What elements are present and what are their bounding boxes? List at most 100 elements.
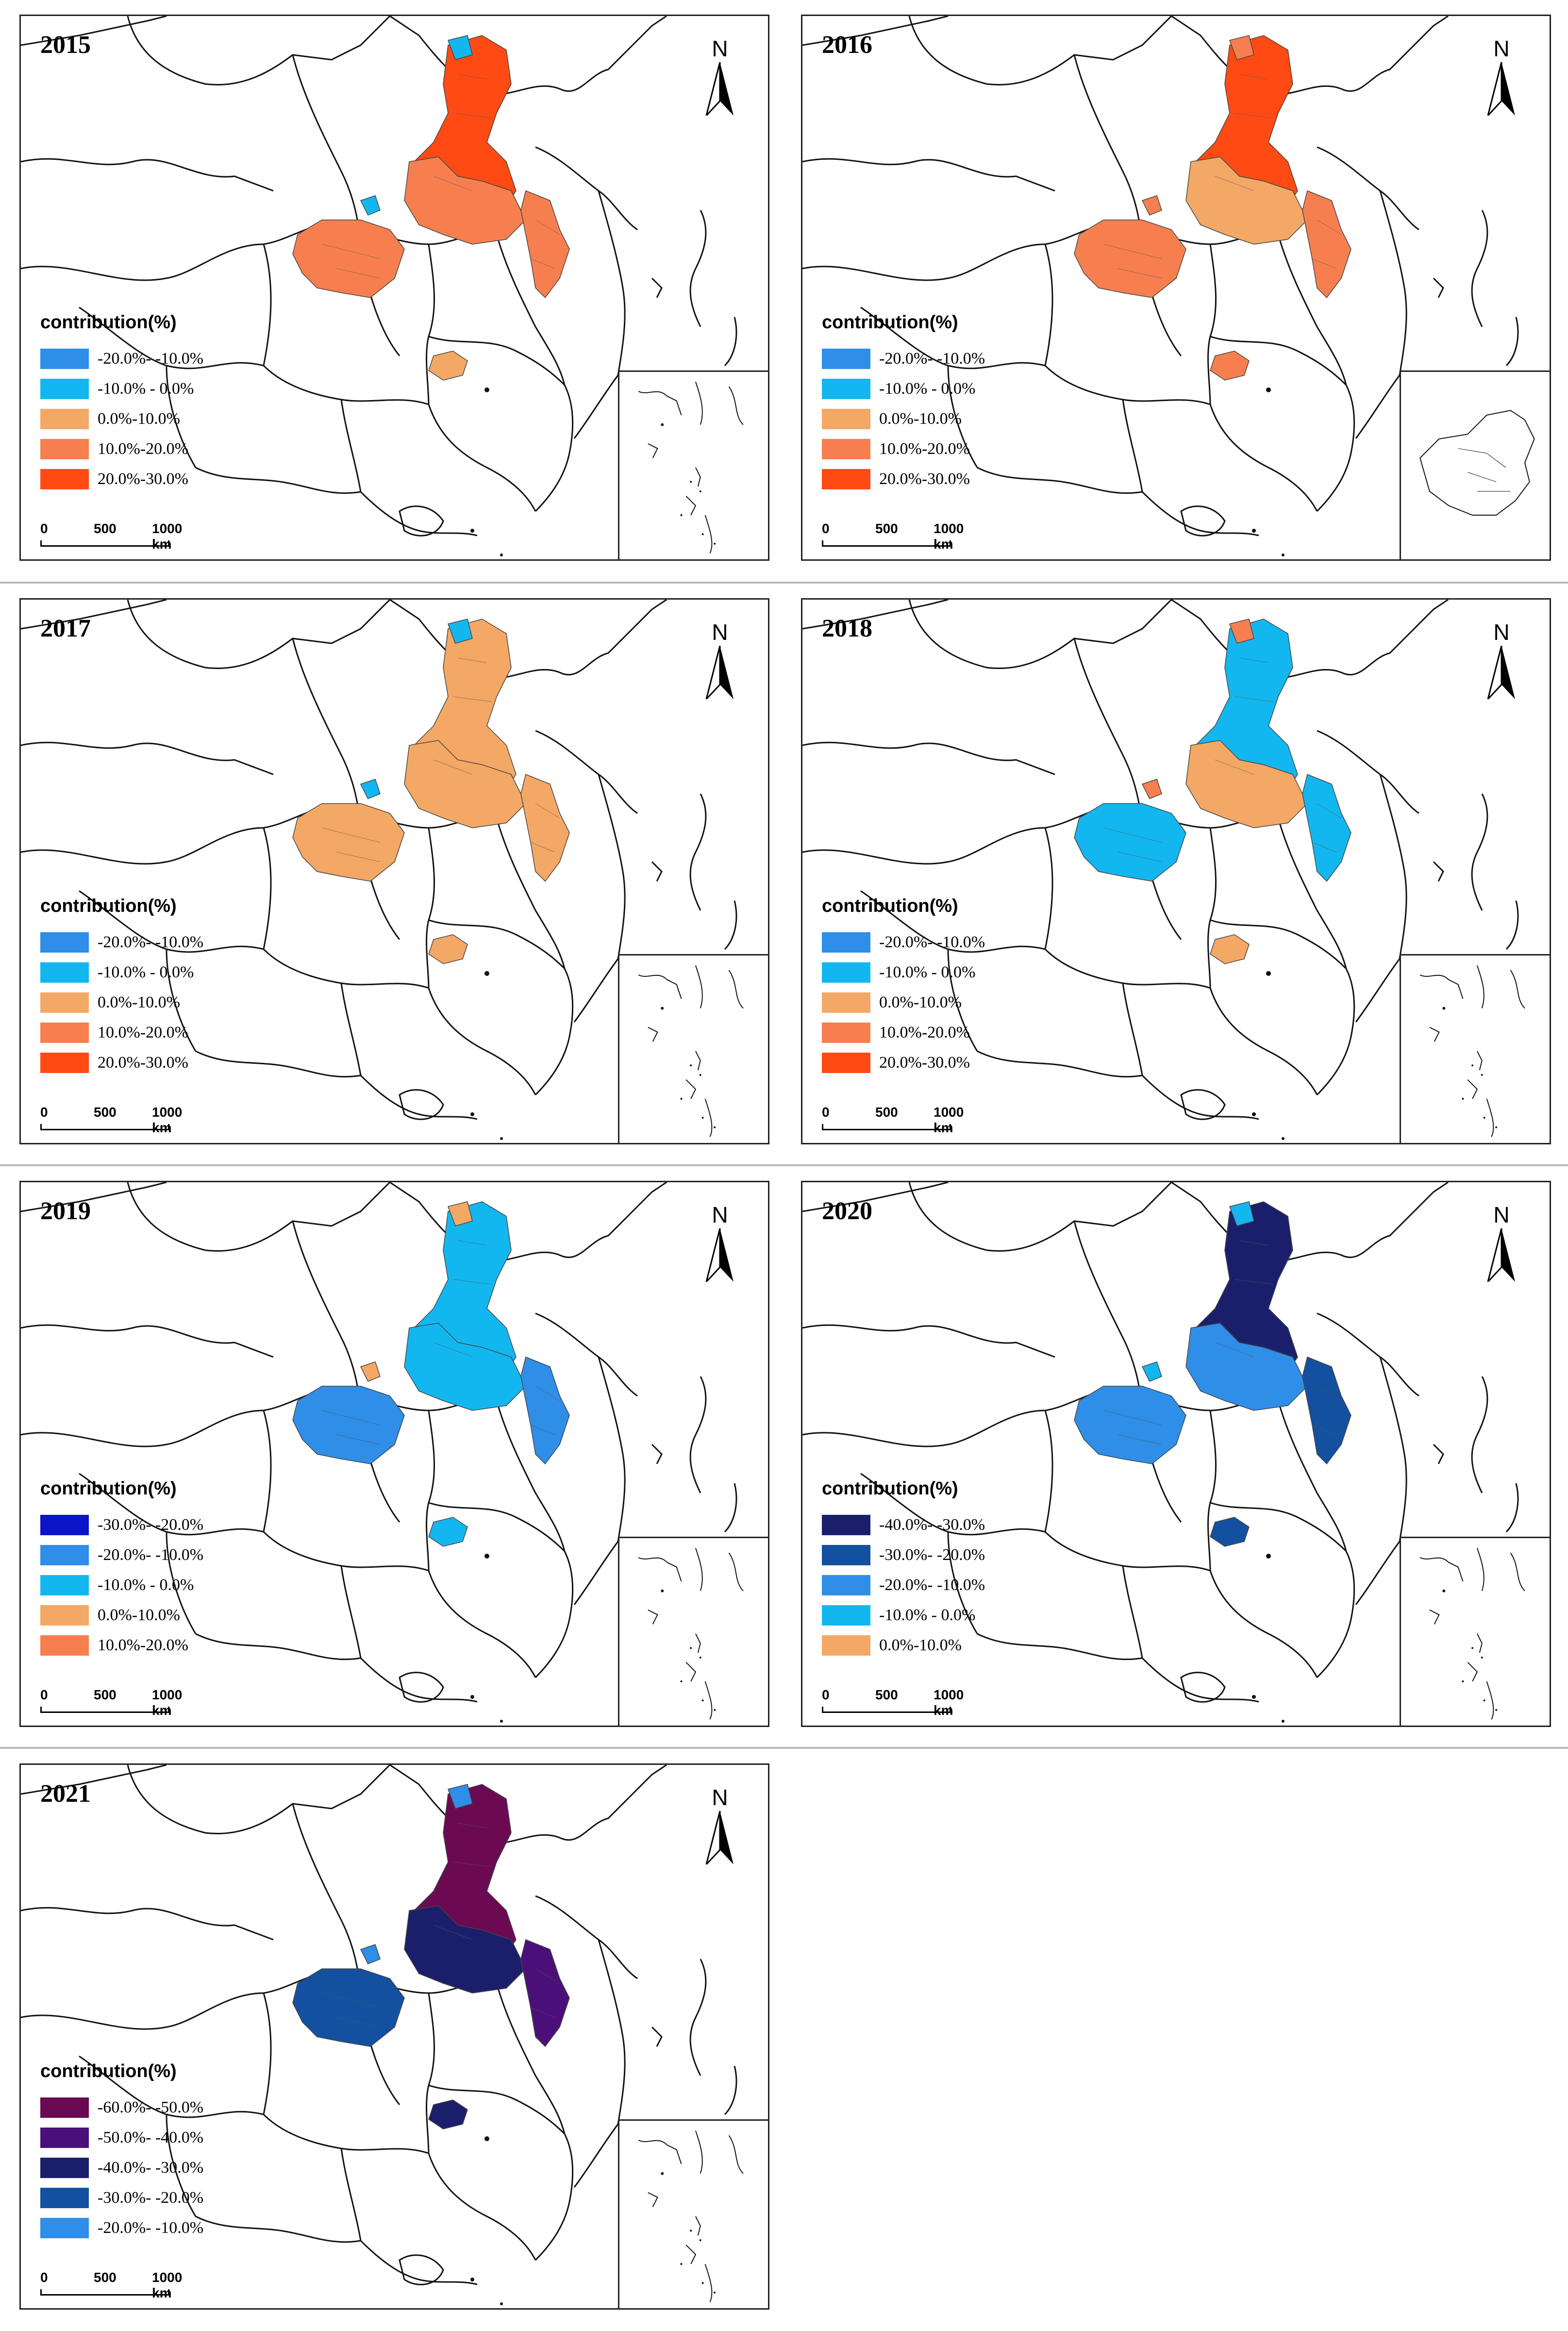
legend: contribution(%) -20.0%- -10.0% -10.0% - … bbox=[822, 312, 985, 494]
legend-label: 20.0%-30.0% bbox=[98, 470, 188, 488]
legend-label: 10.0%-20.0% bbox=[879, 440, 970, 458]
legend-swatch bbox=[40, 2097, 89, 2118]
scale-line bbox=[40, 1124, 169, 1130]
north-label: N bbox=[712, 1202, 728, 1227]
legend-title: contribution(%) bbox=[40, 1478, 177, 1499]
region-west bbox=[292, 803, 405, 882]
panel-year-title: 2019 bbox=[40, 1197, 91, 1225]
north-arrow: N bbox=[701, 619, 739, 702]
inset-frame bbox=[1400, 1537, 1550, 1726]
legend-swatch bbox=[822, 349, 870, 369]
north-label: N bbox=[712, 620, 728, 645]
legend-item: 0.0%-10.0% bbox=[40, 404, 203, 434]
legend-label: 0.0%-10.0% bbox=[98, 410, 180, 428]
region-spot-2 bbox=[448, 35, 473, 60]
legend-swatch bbox=[40, 469, 89, 489]
region-central bbox=[404, 1905, 526, 1994]
region-central bbox=[1185, 156, 1308, 245]
panel-separator bbox=[0, 1164, 1568, 1166]
scale-label-0: 0 bbox=[822, 1105, 830, 1120]
legend-swatch bbox=[822, 992, 870, 1013]
legend-label: 0.0%-10.0% bbox=[98, 1606, 180, 1624]
region-west bbox=[292, 1968, 405, 2047]
legend-swatch bbox=[40, 379, 89, 399]
legend-item: 0.0%-10.0% bbox=[40, 1600, 203, 1630]
legend-label: 0.0%-10.0% bbox=[98, 993, 180, 1011]
legend-item: 10.0%-20.0% bbox=[822, 434, 985, 464]
legend-label: -20.0%- -10.0% bbox=[98, 1546, 204, 1564]
scale-line bbox=[40, 1707, 169, 1713]
legend-label: 10.0%-20.0% bbox=[98, 1023, 188, 1041]
map-panel-2016: 2016 N contribution(%) -20.0%- -10.0% -1… bbox=[801, 15, 1551, 561]
legend-title: contribution(%) bbox=[40, 896, 177, 916]
region-spot bbox=[360, 1361, 381, 1382]
north-arrow-icon bbox=[1487, 646, 1515, 699]
inset-map bbox=[638, 2130, 744, 2302]
legend-item: -40.0%- -30.0% bbox=[40, 2153, 203, 2183]
region-spot-2 bbox=[1229, 619, 1254, 644]
legend-swatch bbox=[40, 2188, 89, 2208]
north-arrow-icon bbox=[1487, 62, 1515, 116]
legend-label: -20.0%- -10.0% bbox=[98, 350, 204, 368]
region-central bbox=[404, 740, 526, 828]
legend-label: -30.0%- -20.0% bbox=[879, 1546, 985, 1564]
legend-item: -30.0%- -20.0% bbox=[40, 2183, 203, 2213]
legend-label: -20.0%- -10.0% bbox=[98, 933, 204, 951]
legend-title: contribution(%) bbox=[822, 896, 958, 916]
region-spot bbox=[1141, 1361, 1162, 1382]
legend-swatch bbox=[822, 439, 870, 459]
legend-item: -20.0%- -10.0% bbox=[40, 1540, 203, 1570]
scale-label-1000: 1000 km bbox=[152, 521, 183, 552]
scale-label-500: 500 bbox=[875, 521, 898, 536]
legend-swatch bbox=[40, 1023, 89, 1043]
scale-label-500: 500 bbox=[94, 1105, 117, 1120]
region-spot bbox=[1141, 195, 1162, 216]
legend-label: 10.0%-20.0% bbox=[98, 440, 188, 458]
legend-item: -10.0% - 0.0% bbox=[822, 957, 985, 988]
panel-year-title: 2016 bbox=[822, 31, 872, 59]
region-east bbox=[1302, 190, 1351, 299]
legend-item: -40.0%- -30.0% bbox=[822, 1510, 985, 1540]
scale-label-1000: 1000 km bbox=[934, 1105, 964, 1135]
region-south bbox=[1210, 934, 1250, 964]
scale-label-0: 0 bbox=[822, 1687, 830, 1702]
region-spot-2 bbox=[1229, 35, 1254, 60]
scale-bar: 0 500 1000 km bbox=[40, 1105, 186, 1135]
legend-swatch bbox=[40, 1515, 89, 1535]
scale-label-500: 500 bbox=[875, 1105, 898, 1120]
legend-label: -20.0%- -10.0% bbox=[98, 2219, 204, 2237]
legend-label: -10.0% - 0.0% bbox=[98, 963, 194, 981]
panel-year-title: 2018 bbox=[822, 615, 872, 642]
region-west bbox=[1074, 219, 1186, 298]
legend: contribution(%) -20.0%- -10.0% -10.0% - … bbox=[822, 896, 985, 1078]
region-spot bbox=[360, 195, 381, 216]
legend-label: -60.0%- -50.0% bbox=[98, 2098, 204, 2116]
inset-frame bbox=[618, 370, 768, 559]
north-label: N bbox=[712, 1785, 728, 1810]
legend-item: 10.0%-20.0% bbox=[40, 1630, 203, 1660]
region-south bbox=[1210, 351, 1250, 381]
panel-year-title: 2017 bbox=[40, 615, 91, 642]
north-arrow-icon bbox=[705, 1228, 734, 1282]
legend-swatch bbox=[822, 1023, 870, 1043]
scale-label-1000: 1000 km bbox=[934, 1687, 964, 1718]
scale-label-1000: 1000 km bbox=[152, 1105, 183, 1135]
scale-bar: 0 500 1000 km bbox=[40, 2270, 186, 2300]
scale-line bbox=[40, 540, 169, 547]
inset-frame bbox=[618, 2119, 768, 2308]
scale-line bbox=[40, 2289, 169, 2296]
north-arrow: N bbox=[1482, 619, 1521, 702]
panel-year-title: 2015 bbox=[40, 31, 91, 59]
legend-item: 10.0%-20.0% bbox=[822, 1018, 985, 1048]
legend-label: -10.0% - 0.0% bbox=[98, 380, 194, 398]
scale-label-0: 0 bbox=[40, 1105, 48, 1120]
legend-swatch bbox=[40, 2158, 89, 2178]
legend-swatch bbox=[40, 1575, 89, 1595]
inset-map bbox=[1419, 965, 1525, 1137]
region-central bbox=[1185, 1323, 1308, 1411]
legend-swatch bbox=[40, 1605, 89, 1626]
region-spot-2 bbox=[448, 1784, 473, 1809]
legend-item: 0.0%-10.0% bbox=[822, 404, 985, 434]
legend-swatch bbox=[40, 2128, 89, 2148]
legend-item: 20.0%-30.0% bbox=[822, 464, 985, 494]
